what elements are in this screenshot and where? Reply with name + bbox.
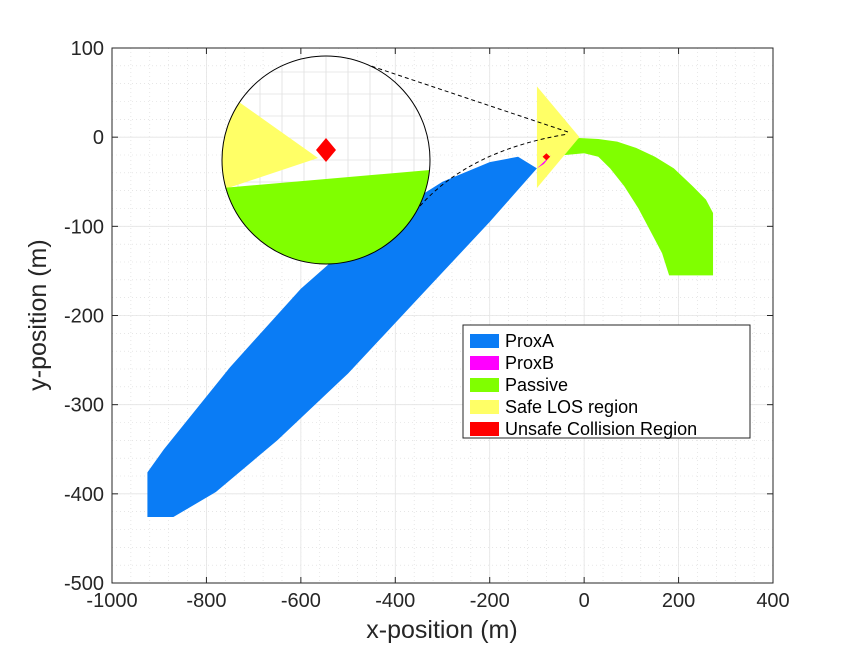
legend-swatch-unsafe-collision-region	[470, 422, 499, 436]
x-tick-label: 0	[579, 590, 590, 612]
inset-unsafe-collision	[316, 138, 336, 162]
inset-passive	[222, 170, 430, 264]
series-proxa	[147, 156, 537, 518]
x-tick-label: 400	[756, 590, 789, 612]
legend-box	[462, 324, 751, 439]
legend-swatch-safe-los-region	[470, 400, 499, 414]
x-tick-label: -600	[281, 590, 321, 612]
series-unsafe-collision-region	[542, 153, 551, 161]
y-tick-labels: 100 0 -100 -200 -300 -400 -500	[64, 38, 104, 595]
series-passive	[551, 138, 714, 276]
y-tick-label: -300	[64, 395, 104, 417]
legend-label-proxa: ProxA	[505, 331, 554, 351]
inset-connector-top	[364, 63, 569, 133]
legend-swatch-passive	[470, 378, 499, 392]
x-axis-label: x-position (m)	[366, 616, 517, 644]
legend-swatch-proxb	[470, 356, 499, 370]
inset-safe-los	[222, 90, 318, 190]
inset-connector-bottom	[419, 133, 569, 207]
series-layer	[147, 86, 714, 518]
x-tick-label: -400	[375, 590, 415, 612]
legend-label-passive: Passive	[505, 375, 568, 395]
legend-label-safe-los-region: Safe LOS region	[505, 397, 638, 417]
legend-swatch-proxa	[470, 334, 499, 348]
series-safe-los-region	[536, 86, 580, 188]
inset-connectors	[364, 63, 569, 207]
tick-marks	[111, 47, 774, 584]
y-tick-label: -400	[64, 484, 104, 506]
y-tick-label: 100	[71, 38, 104, 60]
y-tick-label: -200	[64, 306, 104, 328]
legend-label-unsafe-collision-region: Unsafe Collision Region	[505, 419, 697, 439]
inset-magnifier	[221, 55, 431, 265]
x-tick-label: -1000	[86, 590, 137, 612]
x-tick-label: 200	[662, 590, 695, 612]
x-tick-label: -800	[186, 590, 226, 612]
y-axis-label: y-position (m)	[24, 239, 52, 390]
y-tick-label: 0	[93, 127, 104, 149]
x-tick-labels: -1000 -800 -600 -400 -200 0 200 400	[86, 590, 789, 612]
inset-border	[221, 55, 431, 265]
y-tick-label: -100	[64, 216, 104, 238]
legend-label-proxb: ProxB	[505, 353, 554, 373]
y-tick-label: -500	[64, 573, 104, 595]
x-tick-label: -200	[470, 590, 510, 612]
inset-content	[222, 56, 430, 264]
